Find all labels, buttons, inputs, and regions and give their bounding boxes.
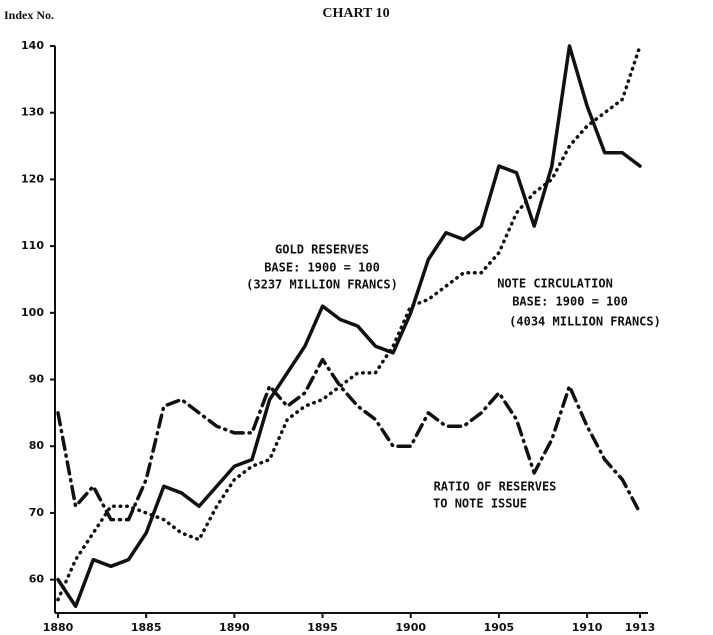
x-tick-label: 1900 xyxy=(395,621,426,634)
chart-title: CHART 10 xyxy=(322,6,389,21)
x-tick-label: 1895 xyxy=(307,621,338,634)
series-label: GOLD RESERVES xyxy=(275,243,369,257)
y-tick-label: 120 xyxy=(21,172,44,185)
y-tick-label: 80 xyxy=(29,439,45,452)
y-axis-label: Index No. xyxy=(4,8,54,22)
x-tick-label: 1905 xyxy=(484,621,515,634)
series-note: BASE: 1900 = 100 xyxy=(512,295,628,309)
series-line xyxy=(56,44,642,609)
series-label: NOTE CIRCULATION xyxy=(497,277,613,291)
y-tick-label: 100 xyxy=(21,306,44,319)
y-tick-label: 110 xyxy=(21,239,44,252)
y-tick-label: 90 xyxy=(29,373,45,386)
series-line xyxy=(56,357,642,522)
x-tick-label: 1890 xyxy=(219,621,250,634)
x-tick-label: 1885 xyxy=(131,621,162,634)
x-tick-label: 1880 xyxy=(43,621,74,634)
series-note: (3237 MILLION FRANCS) xyxy=(246,278,398,292)
series-note: (4034 MILLION FRANCS) xyxy=(509,315,661,329)
x-tick-label: 1910 xyxy=(572,621,603,634)
y-tick-label: 60 xyxy=(29,573,45,586)
y-tick-label: 130 xyxy=(21,106,44,119)
y-tick-label: 140 xyxy=(21,39,44,52)
series-label: RATIO OF RESERVES xyxy=(434,480,557,494)
y-tick-label: 70 xyxy=(29,506,45,519)
series-note: TO NOTE ISSUE xyxy=(433,497,527,511)
x-tick-label: 1913 xyxy=(625,621,656,634)
series-note: BASE: 1900 = 100 xyxy=(264,261,380,275)
